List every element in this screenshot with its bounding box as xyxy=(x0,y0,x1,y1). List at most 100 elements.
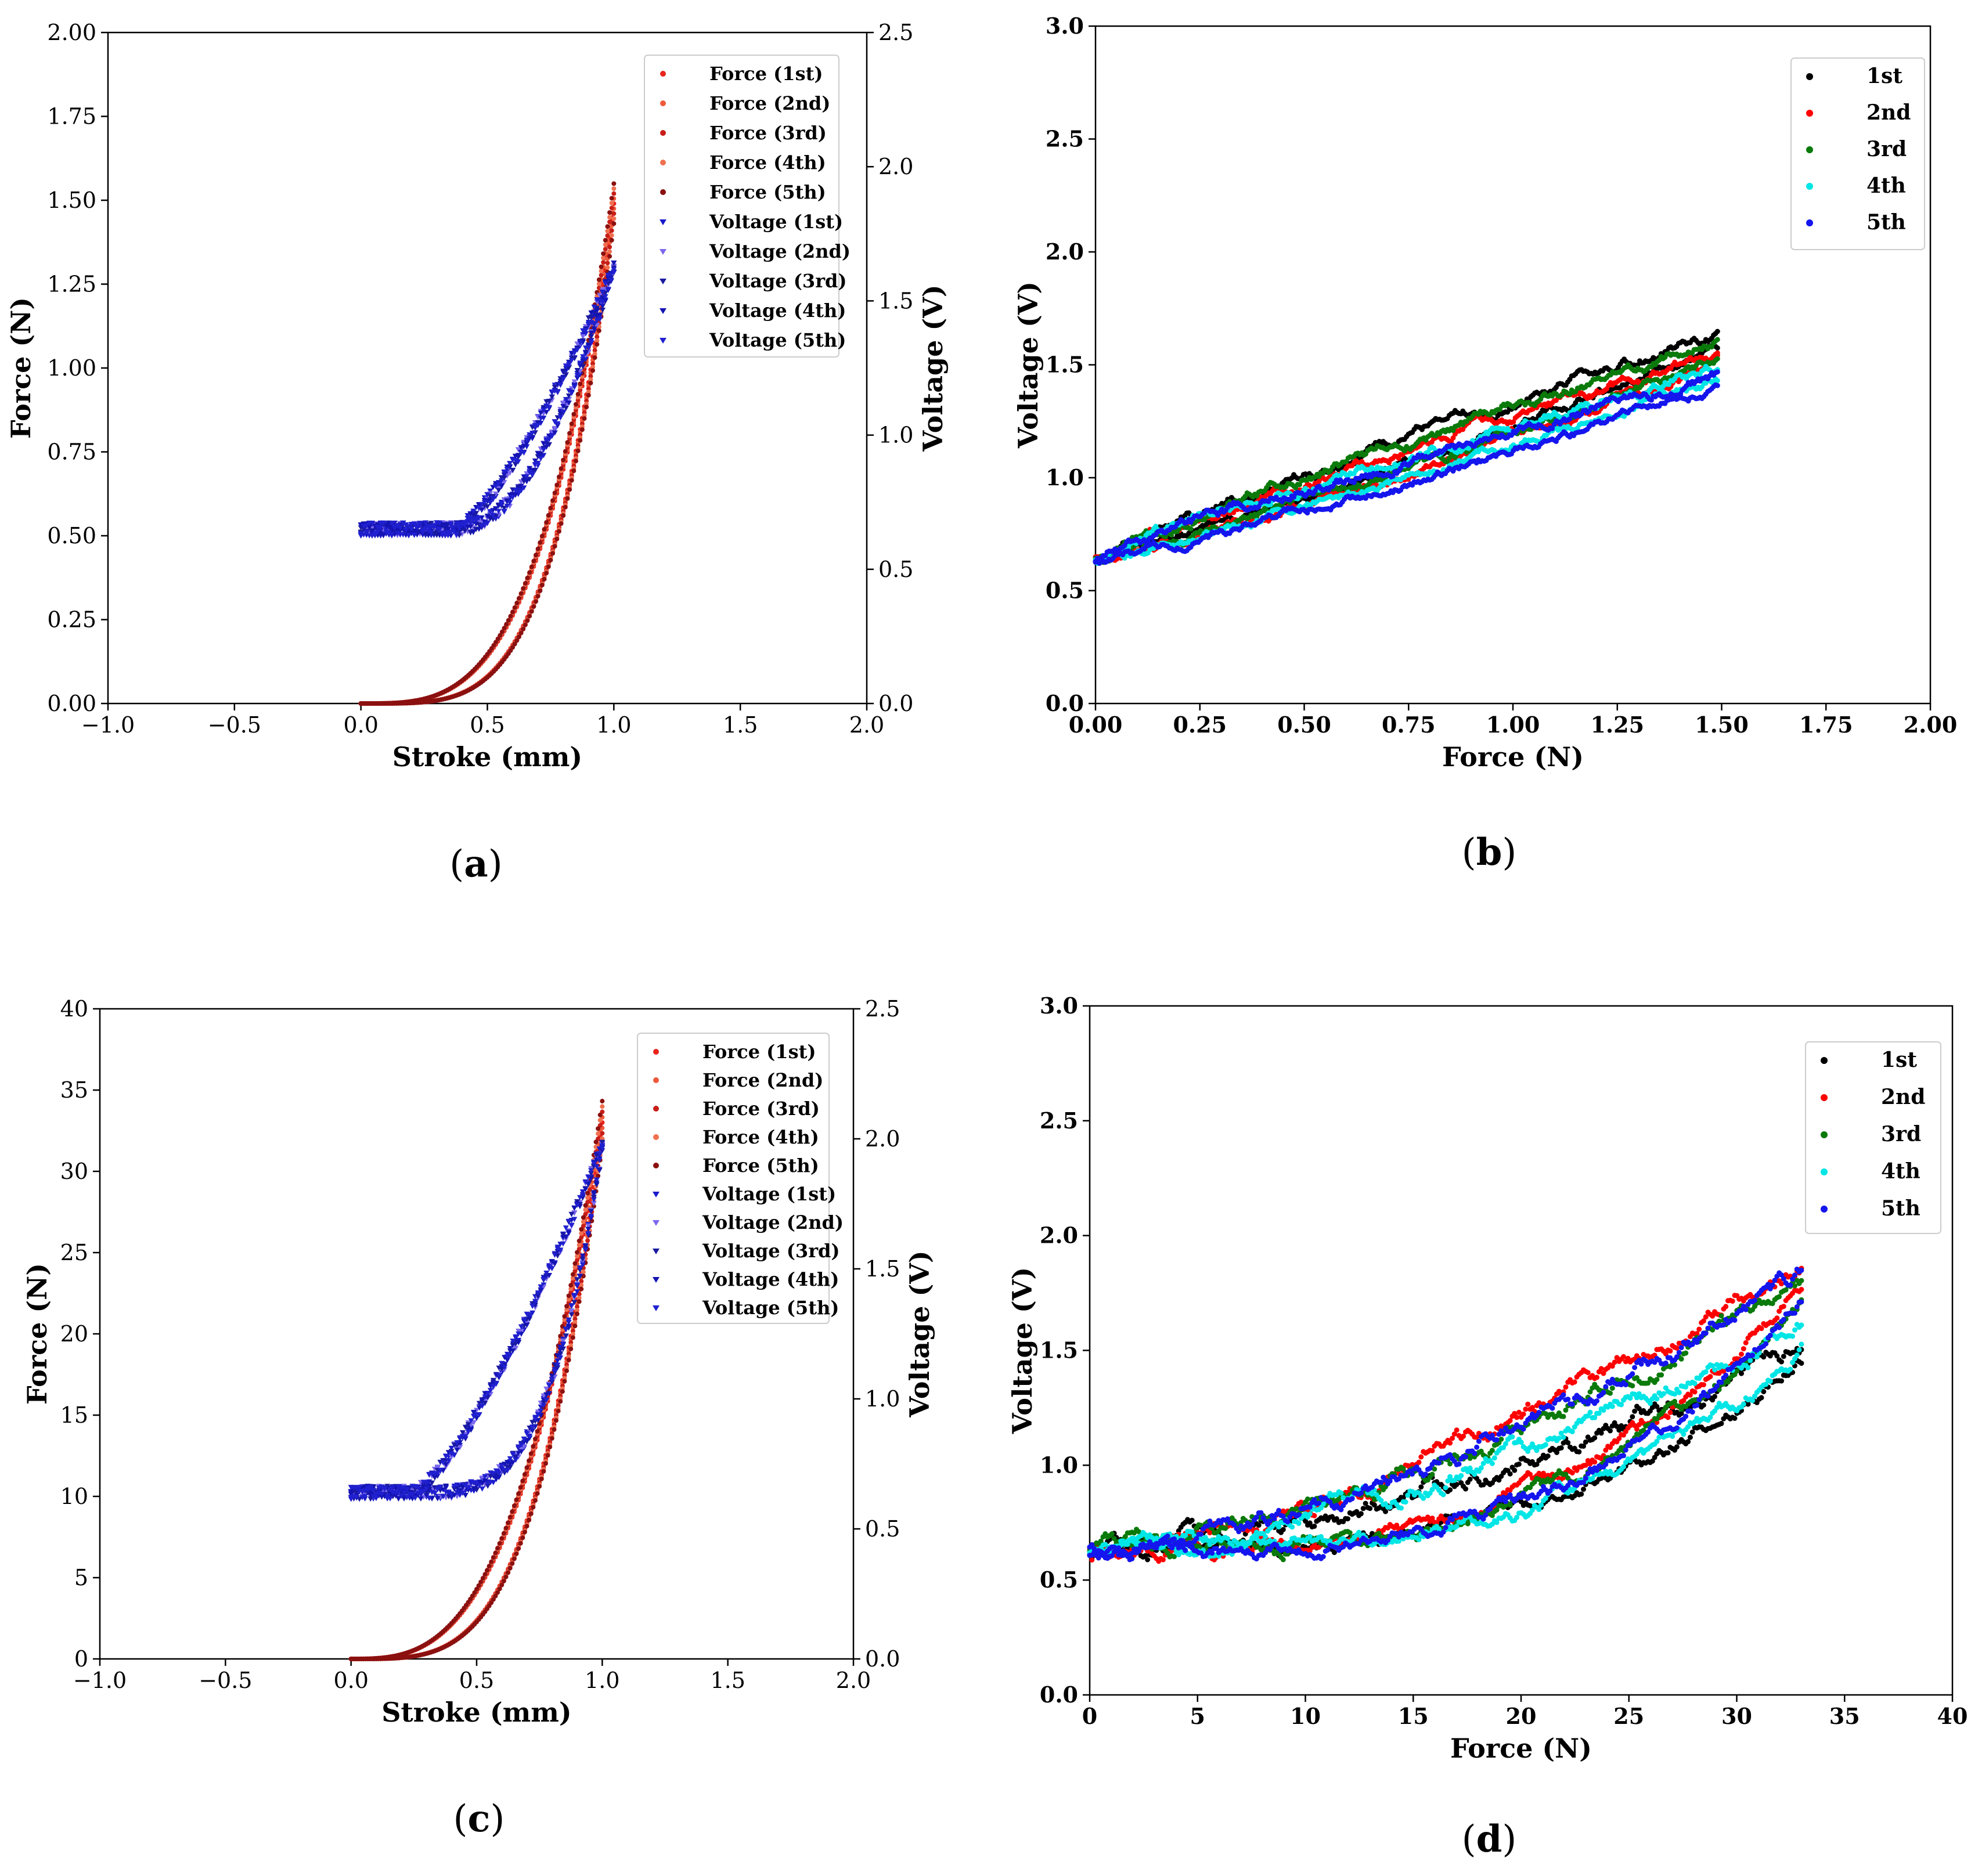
voltage-point xyxy=(591,310,597,316)
y-tick-label: 1.75 xyxy=(47,104,96,129)
y2-axis-label: Voltage (V) xyxy=(917,284,949,452)
force-point xyxy=(609,237,614,243)
force-point xyxy=(498,633,503,638)
voltage-point xyxy=(582,356,589,362)
legend-label: Force (5th) xyxy=(709,181,826,203)
legend-marker xyxy=(660,71,666,77)
voltage-point xyxy=(437,527,443,533)
voltage-point xyxy=(602,281,608,287)
y-tick-label: 0.25 xyxy=(47,607,96,633)
force-point xyxy=(565,496,570,501)
voltage-point xyxy=(571,356,578,362)
voltage-point xyxy=(490,513,496,518)
voltage-point xyxy=(605,276,611,282)
voltage-point xyxy=(538,415,544,421)
force-point xyxy=(529,609,534,614)
voltage-point xyxy=(588,334,594,340)
force-point xyxy=(499,629,505,634)
voltage-point xyxy=(369,521,375,526)
voltage-point xyxy=(478,524,485,529)
voltage-point xyxy=(406,533,412,539)
force-point xyxy=(516,596,521,601)
force-point xyxy=(594,334,600,340)
force-point xyxy=(594,342,600,347)
voltage-point xyxy=(515,453,521,459)
voltage-point xyxy=(507,461,513,467)
panel-label: (a) xyxy=(449,842,502,886)
force-point xyxy=(599,273,604,278)
voltage-point xyxy=(529,435,535,441)
voltage-point xyxy=(577,360,583,366)
voltage-point xyxy=(490,496,496,502)
force-point xyxy=(575,392,581,397)
x-tick-label: 0.00 xyxy=(1069,712,1123,738)
voltage-point xyxy=(453,532,460,537)
legend-marker xyxy=(660,160,666,165)
voltage-point xyxy=(557,383,564,388)
force-point xyxy=(611,211,617,217)
voltage-point xyxy=(563,397,569,402)
voltage-point xyxy=(481,506,488,511)
legend-label: Force (2nd) xyxy=(709,92,830,114)
voltage-point xyxy=(532,458,538,464)
voltage-point xyxy=(577,340,583,346)
voltage-point xyxy=(538,453,544,459)
force-point xyxy=(605,265,610,270)
voltage-point xyxy=(580,359,586,365)
force-point xyxy=(609,205,614,211)
voltage-point xyxy=(588,314,594,320)
force-point xyxy=(529,564,534,569)
voltage-point xyxy=(527,477,533,482)
voltage-point xyxy=(476,505,482,511)
voltage-point xyxy=(377,531,384,537)
voltage-point xyxy=(549,394,555,400)
force-point xyxy=(609,196,614,201)
force-point xyxy=(603,247,608,252)
x-axis-label: Stroke (mm) xyxy=(392,741,582,773)
voltage-point xyxy=(445,533,451,539)
voltage-point xyxy=(585,345,592,351)
voltage-point xyxy=(361,526,367,532)
legend-marker-triangle xyxy=(660,279,666,284)
force-point xyxy=(550,498,556,503)
force-point xyxy=(611,221,617,226)
voltage-point xyxy=(411,532,417,538)
data-point xyxy=(1714,329,1720,334)
force-point xyxy=(601,251,606,256)
voltage-point xyxy=(585,322,592,327)
voltage-point xyxy=(507,500,513,506)
force-point xyxy=(592,351,597,356)
y-tick-label: 0.0 xyxy=(1046,690,1084,716)
legend-marker-triangle xyxy=(660,308,666,314)
voltage-point xyxy=(448,522,454,528)
data-point xyxy=(1714,337,1720,342)
voltage-point xyxy=(425,528,431,534)
voltage-point xyxy=(560,404,567,409)
voltage-point xyxy=(372,531,378,537)
data-point xyxy=(1714,356,1720,362)
voltage-point xyxy=(501,506,507,511)
voltage-point xyxy=(484,504,491,510)
voltage-point xyxy=(495,481,502,487)
force-point xyxy=(525,618,530,623)
force-point xyxy=(590,361,596,366)
voltage-point xyxy=(484,492,491,498)
voltage-point xyxy=(495,508,502,514)
voltage-point xyxy=(524,438,530,443)
x-tick-label: 0.25 xyxy=(1173,712,1227,738)
voltage-point xyxy=(411,521,417,527)
force-point xyxy=(586,386,591,391)
voltage-point xyxy=(400,532,406,538)
voltage-point xyxy=(495,488,502,493)
y-tick-label: 1.00 xyxy=(47,355,96,381)
voltage-point xyxy=(611,261,617,266)
voltage-point xyxy=(515,459,521,465)
voltage-point xyxy=(577,363,583,369)
force-point xyxy=(571,412,576,417)
voltage-point xyxy=(568,391,575,396)
force-point xyxy=(607,219,612,225)
force-point xyxy=(552,490,557,496)
voltage-point xyxy=(600,300,606,305)
voltage-point xyxy=(408,526,415,532)
force-point xyxy=(523,580,528,586)
